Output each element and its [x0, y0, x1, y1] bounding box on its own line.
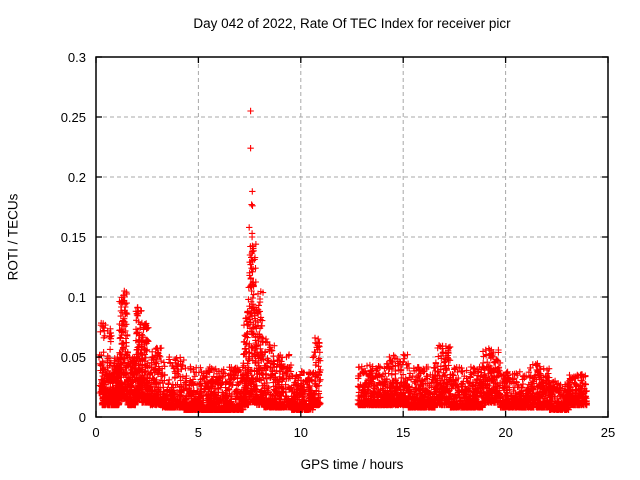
y-tick-label: 0	[78, 410, 86, 425]
y-tick-label: 0.05	[60, 350, 86, 365]
x-tick-label: 20	[498, 425, 513, 440]
y-tick-label: 0.25	[60, 110, 86, 125]
scatter-points-roti	[95, 107, 590, 413]
x-axis-label: GPS time / hours	[300, 457, 404, 472]
x-tick-label: 25	[600, 425, 616, 440]
x-tick-label: 0	[92, 425, 100, 440]
y-tick-label: 0.1	[67, 290, 86, 305]
x-tick-label: 5	[194, 425, 202, 440]
y-tick-label: 0.3	[67, 50, 86, 65]
chart-title: Day 042 of 2022, Rate Of TEC Index for r…	[193, 16, 511, 31]
y-tick-label: 0.2	[67, 170, 86, 185]
x-tick-label: 10	[293, 425, 309, 440]
x-tick-label: 15	[395, 425, 411, 440]
y-tick-label: 0.15	[60, 230, 86, 245]
